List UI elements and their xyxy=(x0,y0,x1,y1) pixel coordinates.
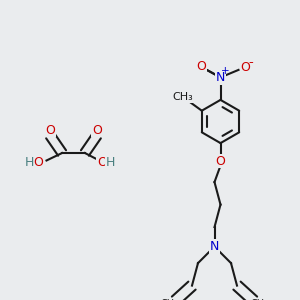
Text: H: H xyxy=(24,155,34,169)
Text: O: O xyxy=(33,155,43,169)
Text: H: H xyxy=(106,155,116,169)
Text: CH₃: CH₃ xyxy=(172,92,193,102)
Text: +: + xyxy=(221,66,229,76)
Text: N: N xyxy=(210,240,219,253)
Text: O: O xyxy=(92,124,102,137)
Text: O: O xyxy=(45,124,55,137)
Text: N: N xyxy=(216,71,225,84)
Text: O: O xyxy=(216,154,225,168)
Text: -: - xyxy=(249,56,254,69)
Text: O: O xyxy=(196,59,206,73)
Text: O: O xyxy=(240,61,250,74)
Text: CH₂: CH₂ xyxy=(250,299,268,300)
Text: O: O xyxy=(97,155,106,169)
Text: CH₂: CH₂ xyxy=(160,299,178,300)
